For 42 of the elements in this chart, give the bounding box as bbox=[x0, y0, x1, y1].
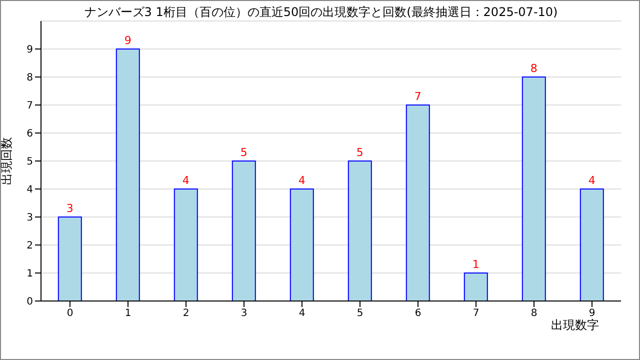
data-label: 5 bbox=[356, 146, 364, 159]
data-label: 1 bbox=[472, 258, 480, 271]
bar bbox=[348, 160, 372, 301]
bar bbox=[406, 104, 430, 301]
y-tick-label: 8 bbox=[26, 72, 33, 84]
data-label: 4 bbox=[588, 174, 596, 187]
bar bbox=[232, 160, 256, 301]
y-tick-label: 5 bbox=[26, 156, 33, 168]
x-tick-label: 2 bbox=[182, 308, 190, 320]
bar bbox=[116, 48, 140, 301]
x-tick-label: 5 bbox=[356, 308, 364, 320]
bar bbox=[464, 272, 488, 301]
data-label: 4 bbox=[182, 174, 190, 187]
x-tick-label: 7 bbox=[472, 308, 480, 320]
y-tick-label: 0 bbox=[26, 296, 33, 308]
y-tick-label: 3 bbox=[26, 212, 33, 224]
y-tick-label: 7 bbox=[26, 100, 33, 112]
x-axis-title: 出現数字 bbox=[551, 318, 599, 332]
bar bbox=[58, 216, 82, 301]
y-tick-label: 4 bbox=[26, 184, 33, 196]
y-tick-label: 9 bbox=[26, 44, 33, 56]
x-tick-label: 9 bbox=[588, 308, 596, 320]
y-tick-label: 2 bbox=[26, 240, 33, 252]
bar bbox=[522, 76, 546, 301]
chart-title: ナンバーズ3 1桁目（百の位）の直近50回の出現数字と回数(最終抽選日：2025-07-10) bbox=[83, 4, 559, 21]
x-tick-label: 0 bbox=[66, 308, 74, 320]
data-label: 3 bbox=[66, 202, 74, 215]
data-label: 4 bbox=[298, 174, 306, 187]
data-label: 7 bbox=[414, 90, 422, 103]
x-tick-label: 3 bbox=[240, 308, 248, 320]
data-label: 5 bbox=[240, 146, 248, 159]
bar bbox=[290, 188, 314, 301]
x-tick-label: 4 bbox=[298, 308, 306, 320]
x-tick-label: 8 bbox=[530, 308, 538, 320]
x-tick-label: 6 bbox=[414, 308, 422, 320]
data-label: 9 bbox=[124, 34, 132, 47]
data-label: 8 bbox=[530, 62, 538, 75]
bar bbox=[174, 188, 198, 301]
y-tick-label: 1 bbox=[26, 268, 33, 280]
x-tick-label: 1 bbox=[124, 308, 132, 320]
bar bbox=[580, 188, 604, 301]
y-tick-label: 6 bbox=[26, 128, 33, 140]
